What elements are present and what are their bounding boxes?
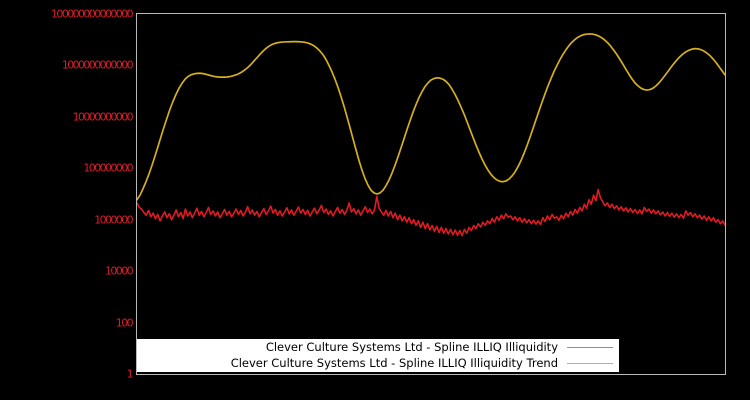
y-axis-tick-label: 1000000 (94, 213, 133, 227)
y-axis-tick-label: 100000000000000 (51, 7, 134, 21)
legend-entry-trend: Clever Culture Systems Ltd - Spline ILLI… (137, 355, 619, 371)
y-axis-tick-label: 10000 (105, 264, 134, 278)
y-axis-tick-label: 1 (126, 367, 134, 381)
y-axis: 100000000000000 1000000000000 10000000000 1… (0, 0, 134, 400)
series-line-illiquidity (137, 188, 725, 237)
y-axis-tick-label: 10000000000 (72, 110, 134, 124)
legend-swatch-illiquidity (567, 346, 613, 348)
plot-area (136, 13, 726, 375)
legend-label-trend: Clever Culture Systems Ltd - Spline ILLI… (230, 356, 558, 370)
legend-swatch-trend (567, 362, 613, 364)
legend-entry-illiquidity: Clever Culture Systems Ltd - Spline ILLI… (137, 339, 619, 355)
chart-legend: Clever Culture Systems Ltd - Spline ILLI… (137, 339, 619, 372)
plot-canvas (137, 33, 725, 237)
y-axis-tick-label: 100 (115, 316, 134, 330)
y-axis-tick-label: 1000000000000 (61, 58, 134, 72)
series-line-trend (137, 33, 725, 201)
y-axis-tick-label: 100000000 (83, 161, 133, 175)
legend-label-illiquidity: Clever Culture Systems Ltd - Spline ILLI… (265, 340, 558, 354)
